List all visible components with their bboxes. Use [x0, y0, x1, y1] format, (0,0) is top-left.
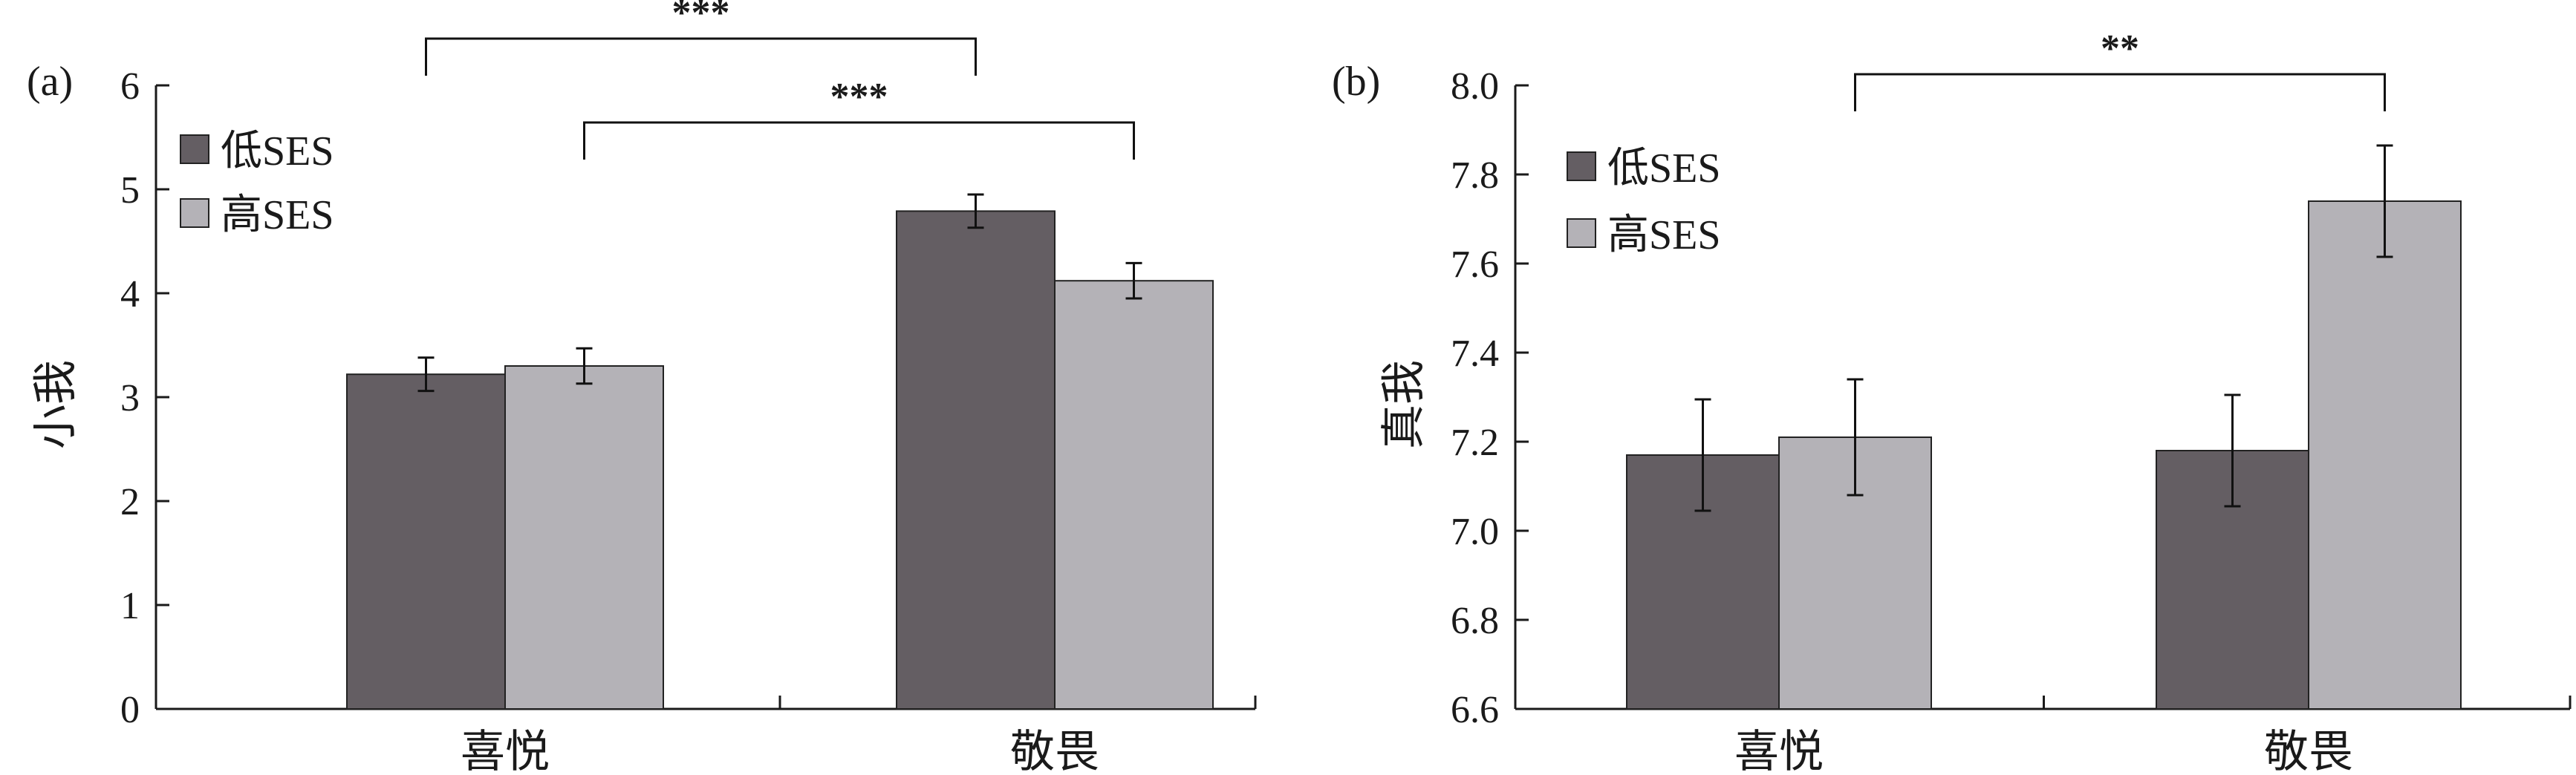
chart-panel-a: (a) 小我 0 1 2 3 4 5 6 喜悦 敬畏 *** *** 低SES 高SES	[27, 0, 1257, 775]
panel-label: (a)	[27, 59, 73, 105]
significance-label: **	[2101, 27, 2139, 70]
significance-bracket	[1854, 73, 2386, 111]
y-tick-label: 0	[120, 689, 140, 731]
x-category-label: 喜悦	[1734, 727, 1824, 775]
y-tick-label: 7.0	[1451, 511, 1499, 553]
x-category-label: 敬畏	[2264, 727, 2353, 775]
bar-low-ses-0	[346, 373, 506, 710]
y-tick-label: 6.8	[1451, 600, 1499, 642]
x-category-label: 喜悦	[461, 727, 550, 775]
y-tick-label: 1	[120, 585, 140, 627]
legend-swatch-low-ses	[1567, 151, 1596, 181]
y-axis-label: 小我	[31, 360, 80, 449]
y-tick-label: 7.4	[1451, 333, 1499, 375]
significance-label: ***	[672, 0, 730, 34]
y-tick-label: 6	[120, 65, 140, 108]
y-tick-label: 7.8	[1451, 154, 1499, 197]
bar-high-ses-0	[504, 365, 664, 710]
panel-label: (b)	[1332, 59, 1380, 105]
y-tick-label: 5	[120, 169, 140, 212]
y-tick-label: 7.2	[1451, 422, 1499, 464]
legend-swatch-low-ses	[180, 134, 209, 164]
legend-label: 高SES	[221, 192, 334, 238]
chart-panel-b: (b) 真我 6.6 6.8 7.0 7.2 7.4 7.6 7.8 8.0 喜悦 敬畏 ** 低SES 高…	[1332, 27, 2572, 775]
y-tick-label: 6.6	[1451, 689, 1499, 731]
legend-swatch-high-ses	[1567, 218, 1596, 248]
bar-high-ses-1	[2308, 200, 2462, 710]
legend-label: 高SES	[1607, 212, 1721, 258]
y-tick-label: 2	[120, 481, 140, 523]
bar-high-ses-1	[1054, 280, 1214, 710]
y-tick-label: 4	[120, 273, 140, 315]
y-tick-label: 8.0	[1451, 65, 1499, 108]
significance-label: ***	[830, 76, 888, 118]
legend-swatch-high-ses	[180, 198, 209, 228]
significance-bracket	[425, 37, 977, 76]
y-axis-label: 真我	[1379, 360, 1428, 449]
y-tick-label: 7.6	[1451, 243, 1499, 286]
significance-bracket	[583, 121, 1135, 160]
y-tick-label: 3	[120, 377, 140, 419]
legend-label: 低SES	[1607, 145, 1721, 192]
x-category-label: 敬畏	[1010, 727, 1099, 775]
bar-low-ses-1	[896, 210, 1056, 710]
legend-label: 低SES	[221, 128, 334, 174]
